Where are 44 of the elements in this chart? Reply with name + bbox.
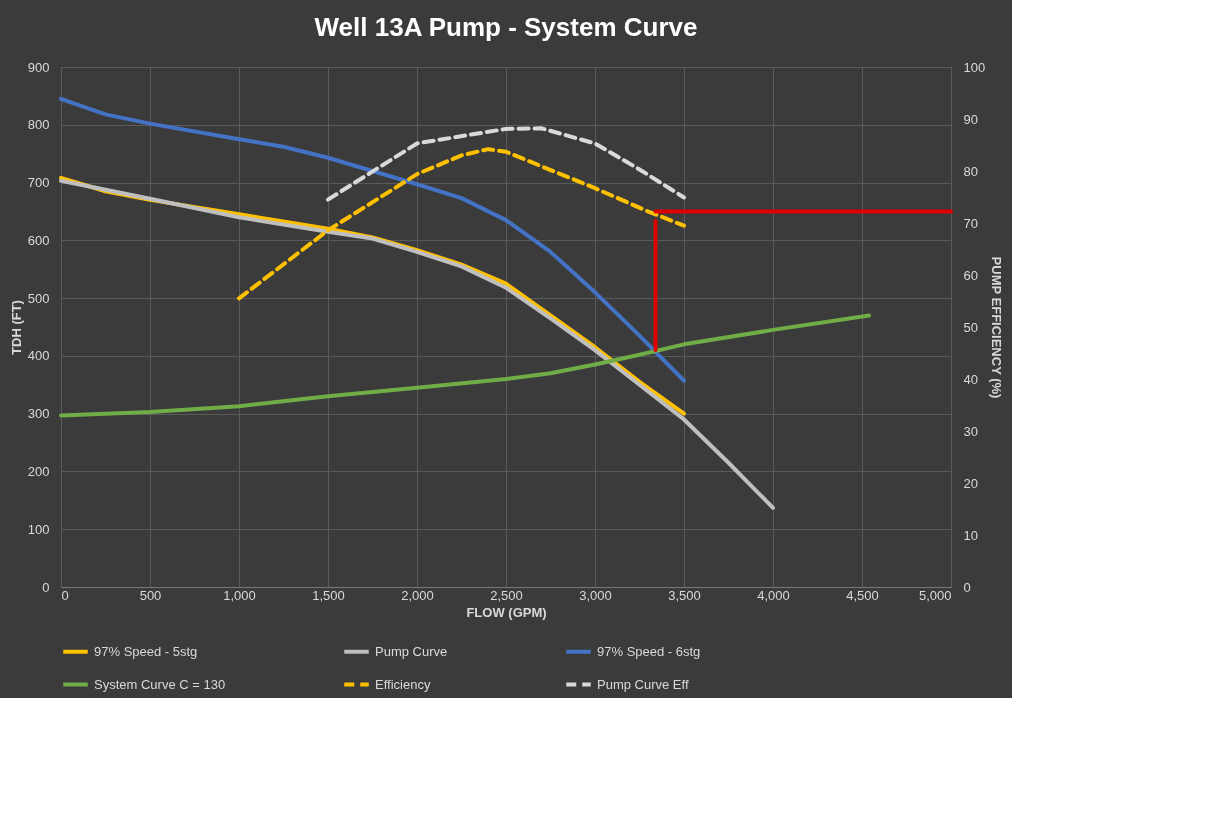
line-series: [326, 126, 686, 202]
y2-tick-label: 60: [963, 267, 978, 283]
x-tick-label: 3,500: [668, 587, 701, 603]
chart-title: Well 13A Pump - System Curve: [314, 12, 698, 42]
x-tick-label: 1,500: [312, 587, 345, 603]
y-axis-title: TDH (FT): [8, 300, 24, 355]
y2-tick-label: 90: [963, 111, 978, 127]
x-tick-label: 4,000: [757, 587, 790, 603]
legend-label: 97% Speed - 5stg: [94, 643, 198, 659]
y-tick-label: 800: [27, 117, 50, 133]
y-tick-label: 400: [27, 348, 50, 364]
y-tick-label: 200: [27, 463, 50, 479]
line-series: [59, 178, 775, 510]
legend-label: Pump Curve Eff: [597, 676, 689, 692]
y2-axis-title: PUMP EFFICIENCY (%): [989, 256, 1005, 399]
y2-tick-label: 30: [963, 423, 978, 439]
x-tick-label: 2,500: [490, 587, 523, 603]
x-tick-label: 1,000: [223, 587, 256, 603]
legend-label: System Curve C = 130: [94, 676, 226, 692]
y-tick-label: 700: [27, 175, 50, 191]
y2-tick-label: 40: [963, 371, 978, 387]
legend-label: 97% Speed - 6stg: [597, 643, 701, 659]
y2-tick-label: 20: [963, 475, 978, 491]
y-tick-label: 900: [27, 59, 50, 75]
line-series: [59, 96, 686, 383]
y2-tick-label: 70: [963, 215, 978, 231]
x-axis-title: FLOW (GPM): [466, 604, 547, 620]
y2-tick-label: 80: [963, 163, 978, 179]
y2-tick-label: 50: [963, 319, 978, 335]
x-tick-label: 5,000: [918, 587, 952, 603]
y-tick-label: 600: [27, 232, 50, 248]
x-tick-label: 4,500: [846, 587, 879, 603]
y2-tick-label: 10: [963, 527, 978, 543]
legend-label: Efficiency: [375, 676, 431, 692]
x-tick-label: 2,000: [401, 587, 434, 603]
y-tick-label: 300: [27, 406, 50, 422]
y-tick-label: 100: [27, 521, 50, 537]
line-series: [59, 313, 872, 418]
x-tick-label: 0: [61, 587, 69, 603]
legend-label: Pump Curve: [375, 643, 448, 659]
x-tick-label: 500: [139, 587, 162, 603]
x-tick-label: 3,000: [579, 587, 612, 603]
y2-tick-label: 100: [963, 59, 986, 75]
y-tick-label: 500: [27, 290, 50, 306]
